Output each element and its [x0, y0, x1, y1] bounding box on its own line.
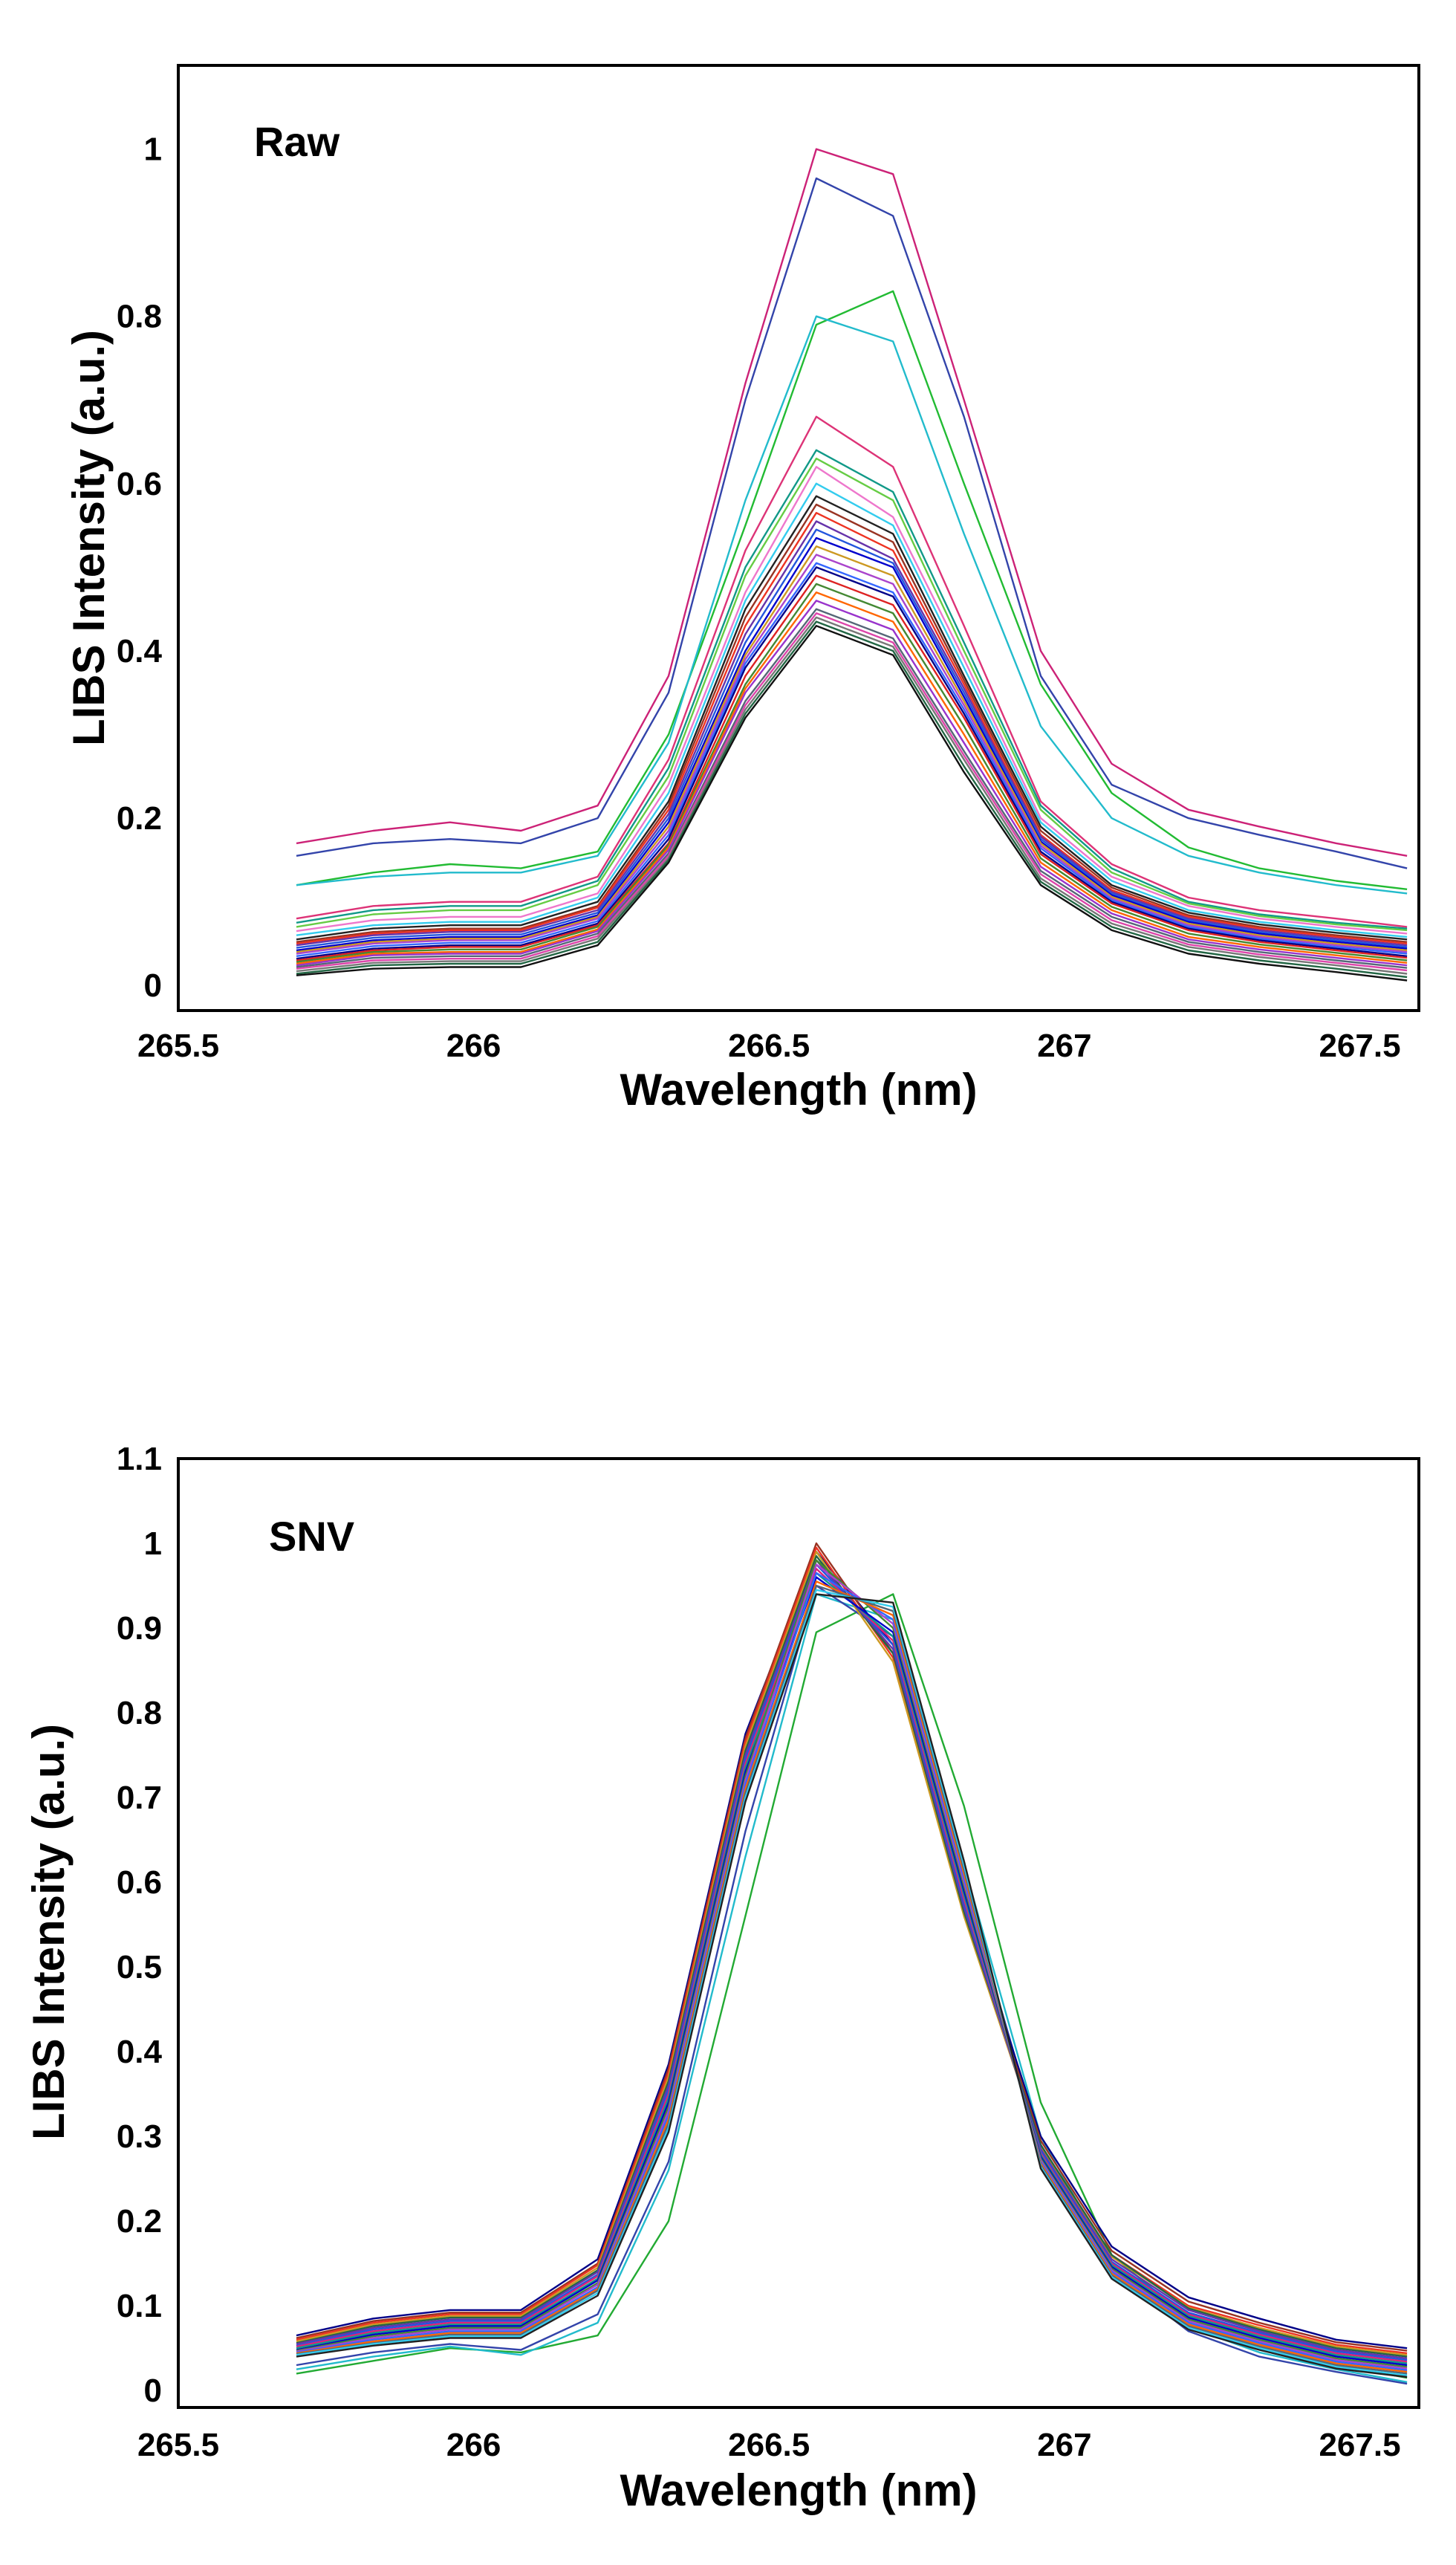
y-tick-label-snv-10: 1: [144, 1525, 162, 1562]
y-tick-label-raw-0: 0: [144, 967, 162, 1004]
x-tick-labels-raw: 265.5 266 266.5 267 267.5: [137, 1028, 1401, 1064]
series-line-snv-15: [296, 1563, 1408, 2370]
x-tick-label-snv-3: 267: [1037, 2427, 1091, 2463]
y-tick-labels-snv: 0 0.1 0.2 0.3 0.4 0.5 0.6 0.7 0.8 0.9 1 1.1: [117, 1441, 163, 2409]
series-line-raw-13: [296, 520, 1408, 947]
series-line-snv-6: [296, 1546, 1408, 2355]
series-line-raw-1: [296, 148, 1408, 857]
series-line-snv-17: [296, 1580, 1408, 2373]
series-line-raw-24: [296, 608, 1408, 969]
x-tick-label-raw-2: 266.5: [728, 1028, 810, 1064]
y-tick-labels-raw: 0 0.2 0.4 0.6 0.8 1: [117, 132, 163, 1005]
series-line-raw-27: [296, 620, 1408, 979]
y-tick-label-raw-5: 1: [144, 132, 162, 168]
x-tick-label-snv-0: 265.5: [137, 2427, 219, 2463]
series-line-snv-7: [296, 1551, 1408, 2356]
series-line-raw-18: [296, 562, 1408, 957]
series-line-snv-12: [296, 1572, 1408, 2364]
panel-label-raw: Raw: [254, 118, 340, 165]
series-line-snv-14: [296, 1559, 1408, 2368]
series-line-raw-3: [296, 290, 1408, 890]
x-tick-label-raw-1: 266: [446, 1028, 501, 1064]
y-tick-label-raw-2: 0.4: [117, 633, 163, 669]
series-line-raw-22: [296, 591, 1408, 965]
series-line-raw-28: [296, 625, 1408, 982]
series-line-raw-17: [296, 554, 1408, 955]
y-tick-label-snv-6: 0.6: [117, 1864, 162, 1901]
x-tick-label-raw-0: 265.5: [137, 1028, 219, 1064]
chart-snv: SNV 0 0.1 0.2 0.3 0.4 0.5 0.6 0.7 0.8 0.9 1 1.1 265…: [24, 1441, 1420, 2515]
y-tick-label-raw-3: 0.6: [117, 466, 162, 502]
series-line-snv-10: [296, 1563, 1408, 2361]
series-line-raw-25: [296, 612, 1408, 972]
series-line-raw-12: [296, 512, 1408, 945]
y-tick-label-snv-1: 0.1: [117, 2288, 162, 2324]
series-line-snv-20: [296, 1593, 1408, 2378]
series-line-raw-5: [296, 415, 1408, 928]
y-tick-label-snv-7: 0.7: [117, 1780, 162, 1816]
y-tick-label-raw-4: 0.8: [117, 299, 162, 335]
plot-frame-raw: [177, 64, 1420, 1012]
series-line-raw-4: [296, 315, 1408, 895]
chart-raw: Raw 0 0.2 0.4 0.6 0.8 1 265.5 266 266.5 267 267.5…: [64, 64, 1420, 1115]
series-group-raw: [296, 148, 1408, 982]
series-line-snv-1: [296, 1593, 1408, 2379]
plot-frame-snv: [177, 1457, 1420, 2409]
y-tick-label-snv-5: 0.5: [117, 1949, 162, 1985]
x-tick-labels-snv: 265.5 266 266.5 267 267.5: [137, 2427, 1401, 2463]
x-tick-label-snv-4: 267.5: [1319, 2427, 1400, 2463]
panel-label-snv: SNV: [269, 1513, 354, 1560]
series-line-raw-19: [296, 566, 1408, 960]
series-line-snv-13: [296, 1576, 1408, 2367]
y-tick-label-snv-11: 1.1: [117, 1441, 162, 1477]
series-line-raw-21: [296, 583, 1408, 963]
series-line-raw-23: [296, 600, 1408, 967]
series-line-raw-20: [296, 574, 1408, 962]
series-group-snv: [296, 1542, 1408, 2385]
y-axis-title-snv: LIBS Intensity (a.u.): [24, 1724, 74, 2140]
series-line-raw-14: [296, 528, 1408, 949]
series-line-snv-3: [296, 1584, 1408, 2385]
x-tick-label-snv-2: 266.5: [728, 2427, 810, 2463]
y-tick-label-snv-9: 0.9: [117, 1610, 162, 1647]
series-line-raw-7: [296, 457, 1408, 932]
x-tick-label-raw-4: 267.5: [1319, 1028, 1400, 1064]
series-line-raw-11: [296, 503, 1408, 943]
y-tick-label-snv-2: 0.2: [117, 2203, 162, 2240]
series-line-raw-2: [296, 177, 1408, 869]
y-tick-label-snv-8: 0.8: [117, 1695, 162, 1731]
x-tick-label-raw-3: 267: [1037, 1028, 1091, 1064]
y-axis-title-raw: LIBS Intensity (a.u.): [64, 330, 114, 746]
series-line-snv-11: [296, 1567, 1408, 2363]
series-line-raw-16: [296, 545, 1408, 953]
x-tick-label-snv-1: 266: [446, 2427, 501, 2463]
series-line-snv-19: [296, 1589, 1408, 2376]
series-line-snv-8: [296, 1554, 1408, 2358]
series-line-raw-6: [296, 449, 1408, 930]
y-tick-label-raw-1: 0.2: [117, 800, 162, 837]
series-line-snv-18: [296, 1584, 1408, 2375]
y-tick-label-snv-4: 0.4: [117, 2034, 163, 2070]
series-line-raw-15: [296, 536, 1408, 952]
x-axis-title-snv: Wavelength (nm): [620, 2465, 977, 2515]
series-line-raw-8: [296, 466, 1408, 935]
series-line-snv-5: [296, 1542, 1408, 2352]
x-axis-title-raw: Wavelength (nm): [620, 1065, 977, 1115]
y-tick-label-snv-3: 0.3: [117, 2118, 162, 2155]
series-line-raw-9: [296, 482, 1408, 938]
series-line-raw-26: [296, 616, 1408, 975]
series-line-snv-9: [296, 1559, 1408, 2360]
series-line-snv-16: [296, 1572, 1408, 2371]
y-tick-label-snv-0: 0: [144, 2373, 162, 2409]
series-line-snv-2: [296, 1593, 1408, 2383]
series-line-raw-10: [296, 495, 1408, 941]
series-line-snv-4: [296, 1551, 1408, 2350]
